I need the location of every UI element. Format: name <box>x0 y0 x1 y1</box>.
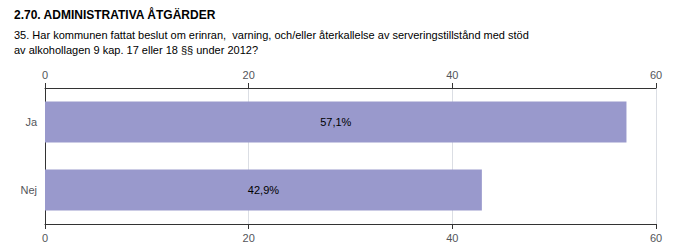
svg-text:20: 20 <box>243 69 255 81</box>
svg-text:Ja: Ja <box>25 116 38 128</box>
svg-text:40: 40 <box>446 232 458 244</box>
svg-text:0: 0 <box>42 69 48 81</box>
svg-text:Nej: Nej <box>20 184 37 196</box>
svg-text:av alkohollagen 9 kap. 17 elle: av alkohollagen 9 kap. 17 eller 18 §§ un… <box>14 44 258 56</box>
svg-text:2.70. ADMINISTRATIVA ÅTGÄRDER: 2.70. ADMINISTRATIVA ÅTGÄRDER <box>14 7 216 22</box>
svg-text:35. Har kommunen fattat beslut: 35. Har kommunen fattat beslut om erinra… <box>14 29 529 41</box>
svg-text:60: 60 <box>650 69 662 81</box>
svg-text:57,1%: 57,1% <box>320 116 351 128</box>
svg-text:42,9%: 42,9% <box>248 184 279 196</box>
svg-text:40: 40 <box>446 69 458 81</box>
svg-text:0: 0 <box>42 232 48 244</box>
svg-text:60: 60 <box>650 232 662 244</box>
svg-text:20: 20 <box>243 232 255 244</box>
